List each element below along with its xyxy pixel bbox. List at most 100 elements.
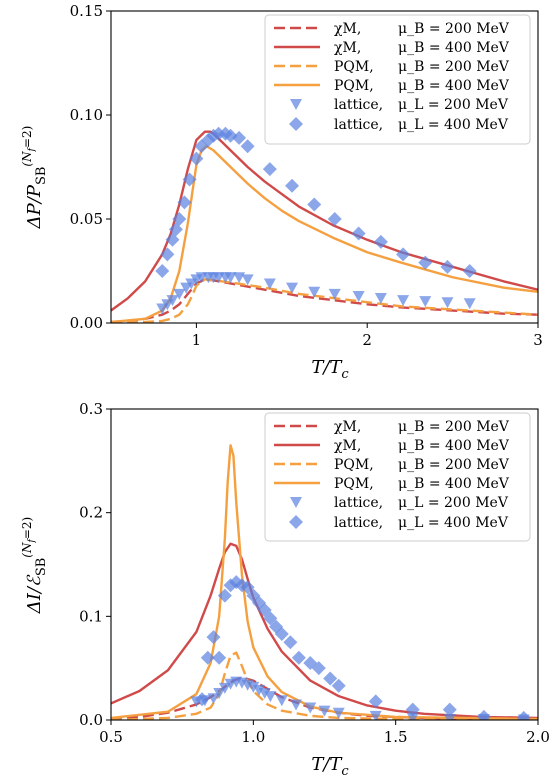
legend-mu-label: μ_B = 400 MeV (398, 78, 510, 94)
legend-box-top (264, 14, 531, 145)
legend-bottom: χM, μ_B = 200 MeV χM, μ_B = 400 MeV PQM,… (264, 412, 531, 542)
lattice-400-point (262, 162, 277, 177)
legend-entry-lattice-400: lattice, μ_L = 400 MeV (289, 515, 509, 531)
lattice-400-point (418, 255, 433, 270)
legend-entry-chim-200: χM, μ_B = 200 MeV (274, 419, 510, 435)
lattice-200-point (247, 681, 260, 693)
plot-area-bottom (111, 444, 538, 720)
legend-model-label: lattice, (334, 495, 383, 511)
lattice-200-point (241, 274, 254, 286)
y-tick-label: 0.00 (70, 314, 103, 332)
legend-entry-lattice-200: lattice, μ_L = 200 MeV (290, 97, 509, 113)
x-axis-label-top: T/Tc (311, 357, 349, 382)
lattice-200-point (290, 699, 303, 711)
legend-mu-label: μ_B = 400 MeV (398, 476, 510, 492)
lattice-400-point (351, 226, 366, 241)
legend-entry-pqm-200: PQM, μ_B = 200 MeV (274, 457, 510, 473)
legend-model-label: lattice, (334, 515, 383, 531)
lattice-200-point (207, 693, 220, 705)
lattice-400-point (240, 139, 255, 154)
plot-area-top (111, 126, 538, 323)
lattice-400-point (327, 212, 342, 226)
lattice-400-point (177, 195, 192, 210)
lattice-400-point (172, 212, 187, 226)
legend-entry-chim-200: χM, μ_B = 200 MeV (274, 21, 510, 37)
lattice-200-point (352, 290, 365, 302)
legend-entry-pqm-400: PQM, μ_B = 400 MeV (274, 78, 510, 94)
lattice-400-point (195, 692, 210, 707)
plot-frame-bottom (110, 408, 539, 721)
lattice-400-point (396, 247, 411, 262)
legend-model-label: PQM, (334, 457, 374, 473)
legend-entry-pqm-200: PQM, μ_B = 200 MeV (274, 59, 510, 75)
lattice-200-point (308, 286, 321, 298)
lattice-400-point (274, 626, 289, 641)
lattice-200-point (253, 684, 266, 696)
lattice-200-point (233, 272, 246, 284)
lattice-200-point (275, 695, 288, 707)
lattice-400-point (331, 678, 346, 693)
y-axis-label-bottom: ΔI/ℰSB(Nf=2) (20, 517, 49, 614)
lattice-400-point (155, 264, 170, 278)
lattice-400-point (283, 635, 298, 650)
series-line-pqm-solid (111, 145, 538, 323)
legend-mu-label: μ_B = 400 MeV (398, 40, 510, 56)
y-tick-label: 0.15 (70, 2, 103, 20)
lattice-200-point (173, 288, 186, 300)
lattice-400-point (476, 709, 491, 720)
x-tick-label: 3 (533, 331, 543, 349)
legend-mu-label: μ_L = 400 MeV (398, 515, 509, 531)
lattice-200-point (258, 688, 271, 700)
legend-mu-label: μ_L = 200 MeV (398, 495, 509, 511)
legend-model-label: χM, (334, 40, 361, 56)
legend-box-bottom (264, 412, 531, 542)
axis-ticks-top: 1 2 3 0.00 0.05 0.10 0.15 (70, 2, 543, 349)
legend-entry-chim-400: χM, μ_B = 400 MeV (274, 40, 510, 56)
legend-entry-pqm-400: PQM, μ_B = 400 MeV (274, 476, 510, 492)
lattice-200-point (263, 278, 276, 290)
lattice-200-point (286, 282, 299, 294)
legend-mu-label: μ_L = 200 MeV (398, 97, 509, 113)
legend-mu-label: μ_B = 200 MeV (398, 457, 510, 473)
lattice-400-point (405, 702, 420, 717)
lattice-400-point (291, 650, 306, 665)
legend-model-label: PQM, (334, 78, 374, 94)
lattice-400-point (442, 702, 457, 717)
axis-ticks-bottom: 0.5 1.0 1.5 2.0 0.0 0.1 0.2 0.3 (79, 400, 550, 746)
legend-mu-label: μ_B = 400 MeV (398, 438, 510, 454)
lattice-200-point (441, 297, 454, 309)
lattice-400-point (182, 172, 197, 187)
legend-mu-label: μ_B = 200 MeV (398, 419, 510, 435)
legend-model-label: lattice, (334, 117, 383, 133)
x-axis-label-bottom: T/Tc (311, 754, 349, 779)
y-tick-label: 0.10 (70, 106, 103, 124)
legend-entry-lattice-200: lattice, μ_L = 200 MeV (290, 495, 509, 511)
chart-panel-bottom: 0.5 1.0 1.5 2.0 0.0 0.1 0.2 0.3 ΔI/ℰSB(Nf=2) T/… (20, 400, 550, 779)
lattice-200-point (369, 710, 382, 720)
legend-entry-chim-400: χM, μ_B = 400 MeV (274, 438, 510, 454)
lattice-200-point (397, 295, 410, 307)
lattice-400-point (217, 588, 232, 603)
lattice-400-point (232, 130, 247, 145)
series-line-pqm-dashed (111, 651, 538, 720)
lattice-400-point (160, 247, 175, 262)
x-tick-label: 1 (192, 331, 202, 349)
y-tick-label: 0.1 (79, 607, 103, 625)
legend-model-label: χM, (334, 21, 361, 37)
lattice-400-point (200, 650, 215, 665)
legend-top: χM, μ_B = 200 MeV χM, μ_B = 400 MeV PQM,… (264, 14, 531, 145)
lattice-400-point (368, 694, 383, 709)
lattice-400-point (246, 588, 261, 603)
legend-model-label: χM, (334, 438, 361, 454)
lattice-200-point (213, 688, 226, 700)
x-tick-label: 1.0 (241, 728, 265, 746)
lattice-200-point (463, 298, 476, 310)
legend-model-label: PQM, (334, 476, 374, 492)
lattice-400-point (440, 259, 455, 274)
lattice-200-point (224, 272, 237, 284)
lattice-200-point (304, 702, 317, 714)
lattice-200-point (166, 295, 179, 307)
plot-frame-top (110, 10, 539, 324)
x-tick-label: 2 (362, 331, 372, 349)
lattice-400-point (206, 630, 221, 645)
